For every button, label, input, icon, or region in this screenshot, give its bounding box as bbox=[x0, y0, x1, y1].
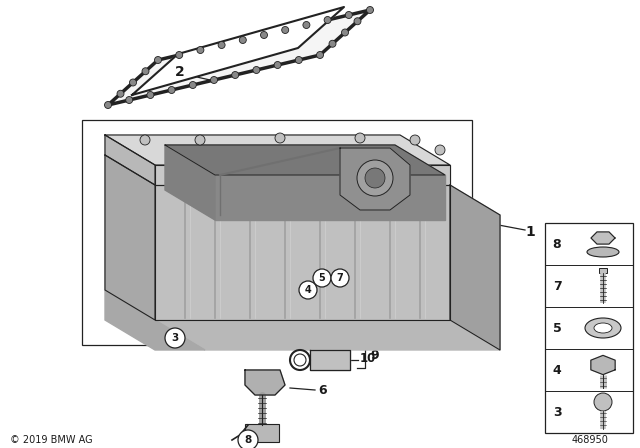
Circle shape bbox=[324, 17, 331, 23]
Circle shape bbox=[189, 82, 196, 89]
Bar bbox=[82, 120, 472, 345]
Text: 9: 9 bbox=[370, 349, 379, 362]
Circle shape bbox=[313, 269, 331, 287]
Text: 4: 4 bbox=[552, 363, 561, 376]
Circle shape bbox=[275, 133, 285, 143]
Circle shape bbox=[357, 160, 393, 196]
Circle shape bbox=[197, 47, 204, 53]
Polygon shape bbox=[105, 135, 450, 165]
Bar bbox=[245, 424, 279, 442]
Circle shape bbox=[274, 61, 281, 69]
Text: 1: 1 bbox=[525, 225, 535, 239]
Bar bbox=[545, 223, 633, 433]
Circle shape bbox=[294, 354, 306, 366]
Circle shape bbox=[342, 29, 349, 36]
Text: © 2019 BMW AG: © 2019 BMW AG bbox=[10, 435, 93, 445]
Circle shape bbox=[239, 36, 246, 43]
Circle shape bbox=[165, 328, 185, 348]
Polygon shape bbox=[591, 232, 615, 244]
Circle shape bbox=[218, 42, 225, 48]
Polygon shape bbox=[165, 145, 445, 175]
Polygon shape bbox=[105, 155, 155, 320]
Circle shape bbox=[367, 7, 374, 13]
Circle shape bbox=[260, 31, 268, 39]
Polygon shape bbox=[108, 10, 370, 105]
Polygon shape bbox=[310, 350, 350, 370]
Polygon shape bbox=[105, 290, 205, 350]
Text: 5: 5 bbox=[319, 273, 325, 283]
Circle shape bbox=[176, 52, 182, 59]
Polygon shape bbox=[155, 165, 450, 185]
Polygon shape bbox=[591, 355, 615, 375]
Text: 3: 3 bbox=[172, 333, 179, 343]
Text: 6: 6 bbox=[318, 383, 326, 396]
Circle shape bbox=[354, 18, 361, 25]
Polygon shape bbox=[245, 370, 285, 395]
Circle shape bbox=[142, 68, 149, 75]
Circle shape bbox=[125, 96, 132, 103]
Text: 4: 4 bbox=[305, 285, 312, 295]
Circle shape bbox=[290, 350, 310, 370]
Circle shape bbox=[355, 133, 365, 143]
Circle shape bbox=[365, 168, 385, 188]
Circle shape bbox=[104, 102, 111, 108]
Circle shape bbox=[195, 135, 205, 145]
Text: 10: 10 bbox=[360, 352, 376, 365]
Circle shape bbox=[129, 79, 136, 86]
Circle shape bbox=[168, 86, 175, 94]
Text: 7: 7 bbox=[337, 273, 344, 283]
Circle shape bbox=[329, 40, 336, 47]
Bar bbox=[599, 268, 607, 273]
Circle shape bbox=[282, 26, 289, 34]
Polygon shape bbox=[165, 145, 215, 220]
Text: 8: 8 bbox=[244, 435, 252, 445]
Polygon shape bbox=[215, 175, 445, 220]
Polygon shape bbox=[340, 148, 410, 210]
Text: 7: 7 bbox=[552, 280, 561, 293]
Circle shape bbox=[299, 281, 317, 299]
Ellipse shape bbox=[585, 318, 621, 338]
Circle shape bbox=[147, 91, 154, 99]
Circle shape bbox=[238, 430, 258, 448]
Circle shape bbox=[295, 56, 302, 64]
Circle shape bbox=[154, 56, 161, 64]
Text: 8: 8 bbox=[553, 237, 561, 250]
Circle shape bbox=[232, 72, 239, 78]
Text: 3: 3 bbox=[553, 405, 561, 418]
Text: 5: 5 bbox=[552, 322, 561, 335]
Circle shape bbox=[140, 135, 150, 145]
Ellipse shape bbox=[594, 323, 612, 333]
Circle shape bbox=[435, 145, 445, 155]
Circle shape bbox=[594, 393, 612, 411]
Circle shape bbox=[410, 135, 420, 145]
Polygon shape bbox=[450, 185, 500, 350]
Polygon shape bbox=[105, 135, 155, 185]
Circle shape bbox=[117, 90, 124, 97]
Circle shape bbox=[317, 52, 323, 59]
Polygon shape bbox=[155, 185, 450, 320]
Circle shape bbox=[303, 22, 310, 29]
Text: 468950: 468950 bbox=[572, 435, 609, 445]
Circle shape bbox=[211, 77, 218, 83]
Polygon shape bbox=[132, 7, 344, 95]
Circle shape bbox=[331, 269, 349, 287]
Circle shape bbox=[253, 66, 260, 73]
Text: 2: 2 bbox=[175, 65, 185, 79]
Ellipse shape bbox=[587, 247, 619, 257]
Polygon shape bbox=[155, 320, 500, 350]
Circle shape bbox=[346, 12, 352, 18]
